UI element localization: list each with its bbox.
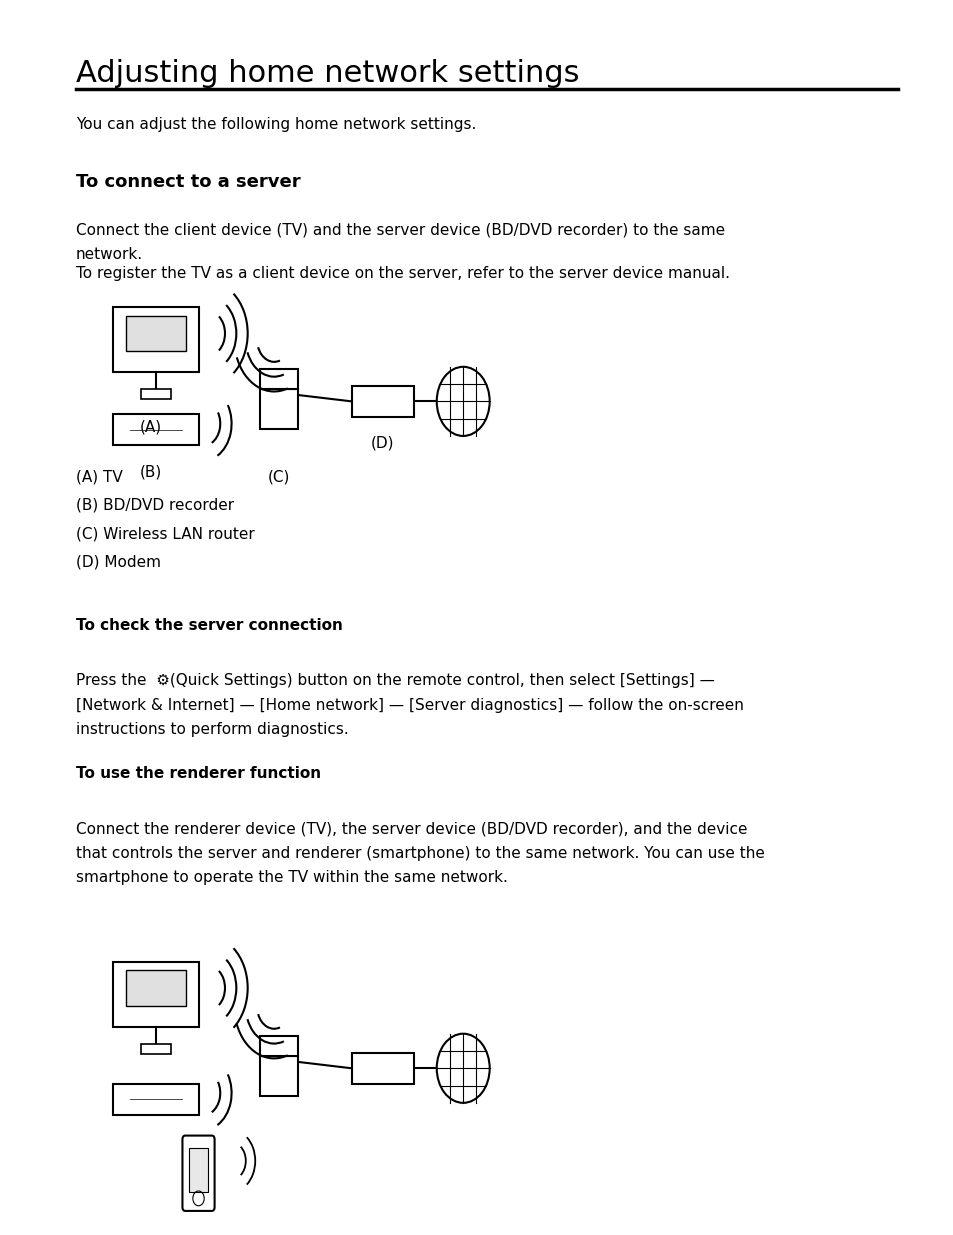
Text: Adjusting home network settings: Adjusting home network settings bbox=[75, 59, 578, 88]
Text: (A): (A) bbox=[140, 420, 162, 435]
Text: (B) BD/DVD recorder: (B) BD/DVD recorder bbox=[75, 498, 233, 513]
Text: (D) Modem: (D) Modem bbox=[75, 555, 160, 569]
Text: To connect to a server: To connect to a server bbox=[75, 173, 300, 191]
FancyBboxPatch shape bbox=[113, 415, 198, 446]
FancyBboxPatch shape bbox=[113, 1084, 198, 1114]
Text: (C) Wireless LAN router: (C) Wireless LAN router bbox=[75, 526, 254, 541]
Text: Connect the client device (TV) and the server device (BD/DVD recorder) to the sa: Connect the client device (TV) and the s… bbox=[75, 222, 724, 262]
FancyBboxPatch shape bbox=[189, 1147, 208, 1192]
FancyBboxPatch shape bbox=[141, 389, 171, 399]
FancyBboxPatch shape bbox=[113, 308, 198, 372]
FancyBboxPatch shape bbox=[259, 1036, 297, 1056]
Text: Press the  ⚙(Quick Settings) button on the remote control, then select [Settings: Press the ⚙(Quick Settings) button on th… bbox=[75, 673, 742, 737]
Text: (A) TV: (A) TV bbox=[75, 469, 122, 484]
FancyBboxPatch shape bbox=[259, 1056, 297, 1097]
FancyBboxPatch shape bbox=[259, 389, 297, 430]
FancyBboxPatch shape bbox=[126, 316, 186, 351]
FancyBboxPatch shape bbox=[126, 971, 186, 1005]
FancyBboxPatch shape bbox=[352, 385, 414, 417]
FancyBboxPatch shape bbox=[352, 1052, 414, 1084]
Text: Connect the renderer device (TV), the server device (BD/DVD recorder), and the d: Connect the renderer device (TV), the se… bbox=[75, 821, 763, 885]
Text: To register the TV as a client device on the server, refer to the server device : To register the TV as a client device on… bbox=[75, 266, 729, 280]
Text: You can adjust the following home network settings.: You can adjust the following home networ… bbox=[75, 117, 476, 132]
FancyBboxPatch shape bbox=[259, 369, 297, 389]
Text: (C): (C) bbox=[268, 469, 290, 484]
Text: (D): (D) bbox=[371, 436, 395, 451]
FancyBboxPatch shape bbox=[113, 962, 198, 1026]
FancyBboxPatch shape bbox=[182, 1136, 214, 1210]
Text: To check the server connection: To check the server connection bbox=[75, 618, 342, 632]
Text: To use the renderer function: To use the renderer function bbox=[75, 766, 320, 781]
FancyBboxPatch shape bbox=[141, 1044, 171, 1053]
Text: (B): (B) bbox=[140, 464, 162, 479]
